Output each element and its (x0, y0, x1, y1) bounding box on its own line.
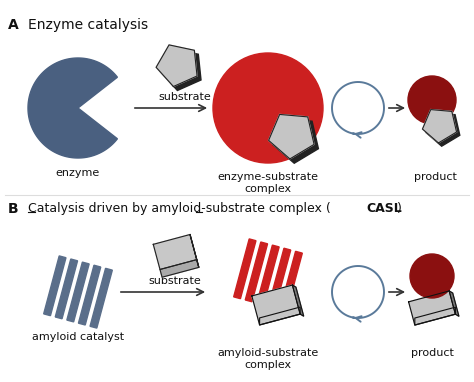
Circle shape (410, 254, 454, 298)
Polygon shape (269, 115, 314, 159)
Text: enzyme-substrate
complex: enzyme-substrate complex (218, 172, 319, 194)
Circle shape (213, 53, 323, 163)
Polygon shape (422, 110, 456, 143)
Polygon shape (160, 260, 199, 277)
Polygon shape (153, 235, 197, 269)
Polygon shape (28, 58, 118, 158)
Text: enzyme: enzyme (56, 168, 100, 178)
Polygon shape (426, 113, 460, 146)
Polygon shape (90, 268, 112, 328)
Polygon shape (67, 262, 89, 322)
Polygon shape (190, 235, 199, 267)
Text: Enzyme catalysis: Enzyme catalysis (28, 18, 148, 32)
Polygon shape (44, 256, 66, 316)
Polygon shape (292, 285, 304, 316)
Polygon shape (234, 239, 256, 299)
Polygon shape (245, 242, 267, 302)
Circle shape (408, 76, 456, 124)
Polygon shape (55, 259, 78, 319)
Text: substrate: substrate (149, 276, 201, 286)
Polygon shape (160, 49, 201, 91)
Text: A: A (8, 18, 19, 32)
Text: Catalysis driven by amyloid-substrate complex (: Catalysis driven by amyloid-substrate co… (28, 202, 331, 215)
Text: B: B (8, 202, 18, 216)
Polygon shape (260, 307, 300, 325)
Polygon shape (78, 265, 101, 325)
Polygon shape (409, 291, 456, 325)
Text: ): ) (397, 202, 402, 215)
Polygon shape (415, 307, 456, 325)
Text: product: product (413, 172, 456, 182)
Polygon shape (273, 119, 319, 163)
Polygon shape (156, 45, 197, 86)
Text: CASL: CASL (366, 202, 402, 215)
Text: amyloid catalyst: amyloid catalyst (32, 332, 124, 342)
Text: amyloid-substrate
complex: amyloid-substrate complex (218, 348, 319, 371)
Polygon shape (280, 251, 302, 311)
Text: substrate: substrate (159, 92, 211, 102)
Polygon shape (252, 285, 300, 325)
Polygon shape (449, 291, 459, 316)
Polygon shape (257, 245, 279, 305)
Text: product: product (410, 348, 454, 358)
Polygon shape (268, 248, 291, 308)
